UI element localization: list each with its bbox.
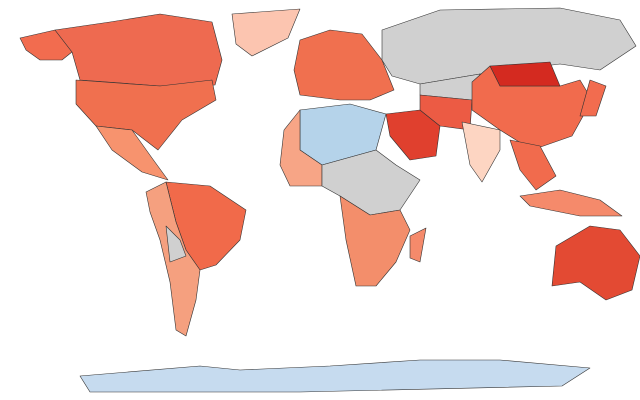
region bbox=[54, 13, 223, 87]
region bbox=[509, 139, 557, 191]
region bbox=[231, 8, 301, 57]
region bbox=[381, 7, 637, 85]
region bbox=[339, 195, 411, 287]
region bbox=[165, 225, 187, 263]
region bbox=[551, 225, 640, 301]
region bbox=[461, 121, 501, 183]
region bbox=[409, 227, 427, 263]
region bbox=[579, 79, 607, 117]
region bbox=[293, 29, 395, 101]
region bbox=[75, 79, 217, 151]
region bbox=[95, 125, 169, 181]
region bbox=[79, 359, 591, 393]
region bbox=[519, 189, 623, 217]
region bbox=[419, 94, 473, 131]
region bbox=[489, 61, 561, 87]
